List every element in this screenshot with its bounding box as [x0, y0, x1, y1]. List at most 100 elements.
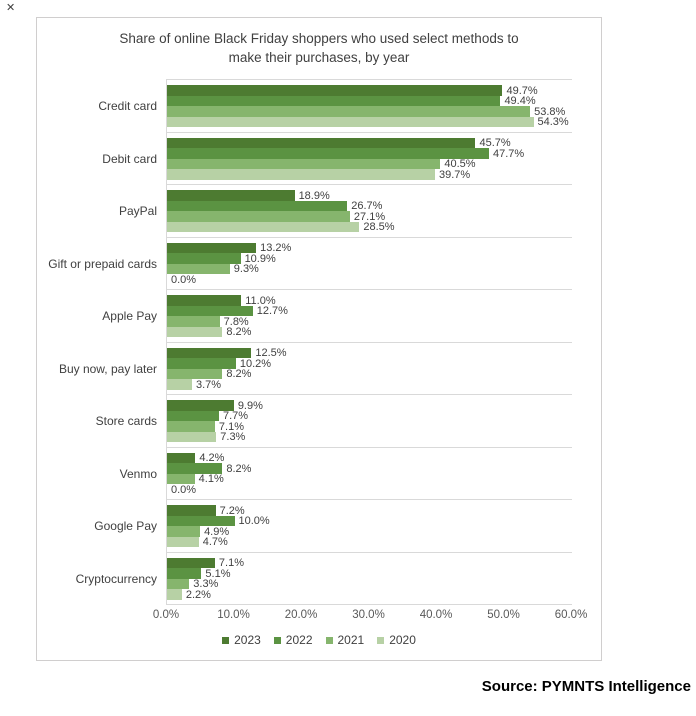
- bar-value-label: 18.9%: [298, 189, 330, 202]
- x-tick-label: 10.0%: [217, 609, 250, 621]
- x-tick-label: 30.0%: [352, 609, 385, 621]
- bar-2023: [167, 347, 252, 359]
- category-label: PayPal: [118, 204, 157, 219]
- bar-2020: [167, 169, 435, 180]
- bar-value-label: 39.7%: [438, 168, 471, 181]
- legend-swatch-2021: [325, 636, 333, 644]
- bar-2021: [167, 211, 350, 222]
- bar-2022: [167, 305, 253, 317]
- bar-2023: [167, 137, 476, 149]
- bar-value-label: 2.2%: [185, 588, 211, 601]
- close-icon[interactable]: ✕: [6, 2, 16, 14]
- legend-label-2023: 2023: [234, 633, 261, 647]
- category-label: Venmo: [119, 466, 157, 481]
- category-label: Gift or prepaid cards: [48, 256, 157, 271]
- bar-value-label: 49.4%: [504, 95, 536, 108]
- bar-2020: [167, 589, 182, 600]
- category-row-gift-or-prepaid-cards: Gift or prepaid cards 13.2% 10.9% 9.3% 0.0%: [48, 238, 572, 290]
- bar-2023: [167, 295, 242, 306]
- category-label: Apple Pay: [102, 309, 157, 324]
- bar-value-label: 49.7%: [506, 84, 538, 97]
- bar-2021: [167, 473, 195, 485]
- category-label: Store cards: [95, 414, 157, 429]
- bar-2021: [167, 526, 201, 537]
- bar-2023: [167, 190, 295, 201]
- bar-value-label: 4.9%: [204, 525, 230, 538]
- bar-value-label: 10.0%: [238, 515, 270, 528]
- bar-value-label: 9.3%: [233, 263, 259, 276]
- bar-2022: [167, 253, 241, 264]
- bar-2021: [167, 316, 220, 327]
- legend-swatch-2023: [222, 636, 230, 644]
- legend-label-2021: 2021: [337, 633, 365, 647]
- bar-2022: [167, 95, 501, 107]
- source-attribution: Source: PYMNTS Intelligence: [481, 678, 691, 695]
- x-tick-label: 0.0%: [152, 609, 180, 621]
- category-row-buy-now-pay-later: Buy now, pay later 12.5% 10.2% 8.2% 3.7%: [59, 343, 572, 395]
- bar-2022: [167, 148, 489, 159]
- bar-value-label: 9.9%: [237, 399, 263, 412]
- bar-value-label: 7.2%: [219, 504, 245, 517]
- category-row-cryptocurrency: Cryptocurrency 7.1% 5.1% 3.3% 2.2%: [76, 553, 572, 605]
- bar-2023: [167, 85, 503, 96]
- legend-label-2022: 2022: [285, 633, 313, 647]
- bar-2022: [167, 463, 223, 474]
- chart-title: Share of online Black Friday shoppers wh…: [37, 29, 601, 67]
- chart-title-line-2: make their purchases, by year: [228, 50, 410, 65]
- bar-value-label: 4.2%: [199, 452, 225, 465]
- bar-2022: [167, 200, 348, 212]
- legend-item-2022: 2022: [273, 633, 313, 647]
- category-label: Google Pay: [94, 519, 157, 534]
- bar-2021: [167, 106, 531, 117]
- bar-value-label: 47.7%: [492, 147, 525, 160]
- bar-2021: [167, 368, 223, 380]
- category-row-credit-card: Credit card 49.7% 49.4% 53.8% 54.3%: [98, 80, 572, 133]
- x-axis: 0.0% 10.0% 20.0% 30.0% 40.0% 50.0% 60.0%: [153, 609, 587, 625]
- bar-2023: [167, 242, 257, 254]
- bar-2020: [167, 221, 360, 233]
- bar-value-label: 5.1%: [205, 567, 231, 580]
- category-row-store-cards: Store cards 9.9% 7.7% 7.1% 7.3%: [96, 395, 572, 448]
- legend-swatch-2022: [273, 636, 281, 644]
- bar-value-label: 8.2%: [226, 368, 252, 381]
- bar-2022: [167, 515, 235, 527]
- x-tick-label: 40.0%: [419, 609, 453, 621]
- bar-2020: [167, 326, 223, 338]
- x-tick-label: 20.0%: [284, 609, 318, 621]
- bar-value-label: 12.7%: [256, 305, 288, 318]
- bar-value-label: 0.0%: [171, 273, 197, 286]
- bar-2023: [167, 557, 215, 569]
- category-label: Credit card: [98, 99, 157, 114]
- category-row-paypal: PayPal 18.9% 26.7% 27.1% 28.5%: [119, 185, 572, 238]
- bar-2023: [167, 505, 216, 516]
- bar-value-label: 28.5%: [363, 221, 395, 234]
- x-tick-label: 60.0%: [554, 609, 588, 621]
- bar-2021: [167, 421, 215, 432]
- bar-value-label: 3.3%: [193, 578, 219, 591]
- category-row-venmo: Venmo 4.2% 8.2% 4.1% 0.0%: [120, 448, 572, 500]
- legend-item-2020: 2020: [377, 634, 416, 646]
- bar-value-label: 10.2%: [239, 357, 272, 370]
- bar-value-label: 26.7%: [351, 200, 383, 213]
- bar-2022: [167, 358, 236, 369]
- legend: 2023 2022 2021 2020: [37, 634, 601, 646]
- bar-value-label: 7.1%: [218, 557, 244, 570]
- bar-value-label: 4.7%: [202, 536, 228, 549]
- bar-value-label: 4.1%: [198, 473, 224, 486]
- legend-label-2020: 2020: [389, 633, 416, 647]
- bar-2020: [167, 431, 217, 443]
- bar-value-label: 12.5%: [255, 347, 287, 360]
- bar-2022: [167, 410, 219, 422]
- bar-2022: [167, 568, 202, 579]
- bar-2020: [167, 379, 192, 390]
- bar-value-label: 53.8%: [534, 105, 566, 118]
- legend-item-2023: 2023: [222, 634, 261, 646]
- bar-value-label: 7.3%: [220, 431, 246, 444]
- chart-title-line-1: Share of online Black Friday shoppers wh…: [119, 31, 519, 46]
- bar-2021: [167, 578, 190, 590]
- bar-value-label: 8.2%: [226, 462, 252, 475]
- bar-2020: [167, 116, 534, 128]
- x-tick-label: 50.0%: [487, 609, 520, 621]
- bar-value-label: 7.1%: [218, 420, 244, 433]
- category-row-apple-pay: Apple Pay 11.0% 12.7% 7.8% 8.2%: [102, 290, 572, 343]
